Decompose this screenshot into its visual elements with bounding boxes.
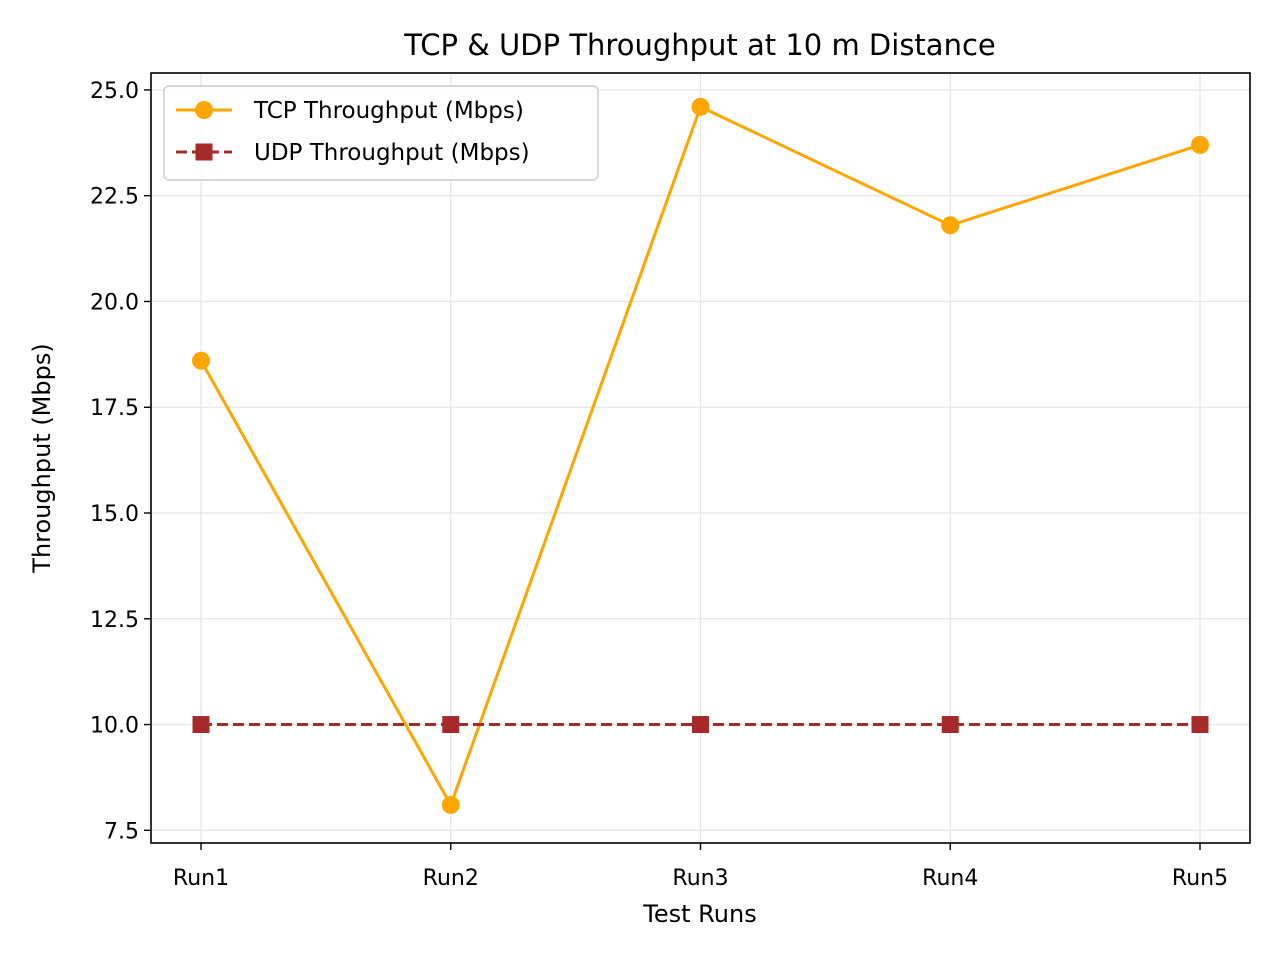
data-point-square bbox=[192, 716, 210, 734]
data-point-square bbox=[692, 716, 709, 734]
data-point-circle bbox=[691, 97, 710, 116]
data-point-circle bbox=[192, 351, 210, 370]
data-point-circle bbox=[1191, 135, 1209, 154]
y-tick-label: 12.5 bbox=[90, 608, 139, 633]
y-tick-label: 17.5 bbox=[90, 396, 139, 421]
data-point-square bbox=[1191, 716, 1209, 734]
legend-label: TCP Throughput (Mbps) bbox=[253, 98, 524, 124]
x-tick-label: Run1 bbox=[173, 866, 229, 891]
data-point-circle bbox=[441, 795, 460, 814]
legend-label: UDP Throughput (Mbps) bbox=[254, 140, 530, 166]
x-tick-label: Run3 bbox=[672, 866, 728, 891]
y-tick-label: 15.0 bbox=[90, 502, 139, 527]
x-tick-label: Run5 bbox=[1172, 866, 1228, 891]
legend-marker-circle bbox=[195, 101, 213, 119]
data-point-square bbox=[442, 716, 460, 734]
x-tick-label: Run2 bbox=[423, 866, 479, 891]
y-tick-label: 20.0 bbox=[90, 290, 139, 315]
x-axis: Run1 Run2 Run3 Run4 Run5 bbox=[173, 843, 1228, 891]
series-2 bbox=[192, 716, 1209, 734]
y-axis: 7.5 10.0 12.5 15.0 17.5 20.0 22.5 25.0 bbox=[90, 79, 151, 844]
data-point-square bbox=[941, 716, 959, 734]
y-tick-label: 22.5 bbox=[90, 185, 139, 210]
chart-title: TCP & UDP Throughput at 10 m Distance bbox=[403, 28, 995, 62]
grid bbox=[151, 73, 1250, 843]
plot-series bbox=[192, 97, 1209, 814]
y-axis-label: Throughput (Mbps) bbox=[28, 343, 56, 573]
legend-entries: TCP Throughput (Mbps) UDP Throughput (Mbp… bbox=[176, 98, 530, 166]
x-tick-label: Run4 bbox=[922, 866, 978, 891]
legend-marker-square bbox=[195, 143, 213, 161]
x-axis-label: Test Runs bbox=[642, 900, 756, 928]
legend-box bbox=[163, 85, 599, 181]
y-tick-label: 10.0 bbox=[90, 714, 139, 739]
y-tick-label: 7.5 bbox=[104, 819, 139, 844]
y-tick-label: 25.0 bbox=[90, 79, 139, 104]
legend: TCP Throughput (Mbps) UDP Throughput (Mbp… bbox=[163, 85, 599, 181]
series-1 bbox=[192, 97, 1209, 814]
data-point-circle bbox=[941, 216, 960, 235]
